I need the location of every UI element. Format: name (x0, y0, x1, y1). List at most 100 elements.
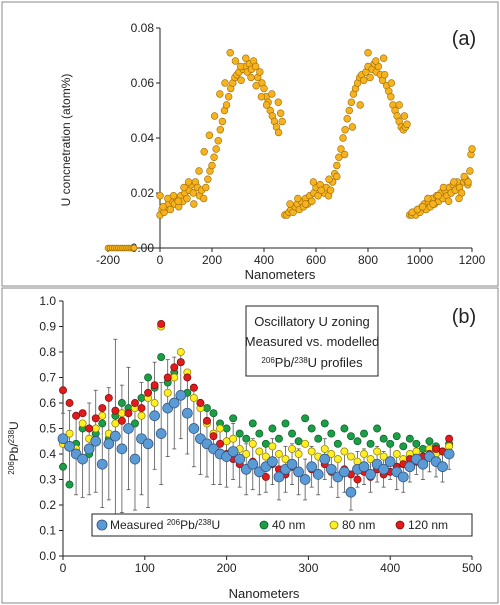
model-80nm-point (261, 452, 270, 461)
panel-a-x-tick-label: 1000 (407, 253, 434, 267)
panel-a-point (455, 194, 463, 203)
model-80nm-point (346, 452, 355, 461)
model-40nm-point (275, 434, 283, 443)
panel-a-point (380, 71, 389, 79)
model-80nm-point (373, 447, 382, 456)
model-40nm-point (157, 353, 166, 362)
panel-a-point (360, 76, 368, 84)
measured-point (358, 461, 370, 473)
panel-a-point (339, 134, 347, 142)
model-40nm-point (405, 434, 414, 443)
model-40nm-point (418, 444, 427, 453)
measured-point (57, 433, 69, 445)
measured-point (110, 430, 121, 442)
panel-a-point (274, 98, 282, 106)
panel-a-x-tick-label: 600 (306, 253, 326, 267)
panel-a-point (202, 183, 210, 192)
panel-a-point (199, 194, 208, 203)
model-40nm-point (248, 419, 257, 428)
panel-a-point (466, 167, 474, 175)
model-40nm-point (229, 414, 238, 423)
panel-a-marks (104, 49, 476, 252)
measured-point (123, 423, 134, 434)
model-40nm-point (268, 424, 277, 433)
legend-box (91, 513, 473, 537)
panel-a-point (262, 101, 271, 109)
model-80nm-point (91, 424, 100, 433)
model-40nm-point (327, 429, 336, 438)
panel-a-point (214, 137, 222, 145)
model-40nm-point (379, 434, 388, 443)
panel-a-point (260, 84, 268, 93)
model-120nm-point (183, 373, 192, 382)
panel-b-x-tick-label: 200 (217, 561, 237, 575)
panel-a-point (205, 131, 214, 139)
model-80nm-point (111, 419, 120, 428)
measured-point (306, 461, 318, 473)
model-120nm-point (432, 444, 440, 453)
measured-point (227, 446, 239, 457)
panel-b-xlabel: Nanometers (229, 586, 300, 601)
measured-point (339, 466, 350, 478)
model-40nm-point (333, 439, 342, 448)
measured-point (149, 410, 160, 422)
panel-a-point (216, 126, 225, 134)
panel-b-label: (b) (452, 306, 476, 328)
panel-a-frame (1, 1, 499, 287)
model-80nm-point (379, 452, 388, 461)
model-120nm-point (98, 404, 107, 413)
legend: Measured 206Pb/238U 40 nm 80 nm 120 nm (91, 513, 473, 537)
panel-a-point (180, 183, 188, 192)
panel-a-point (169, 192, 178, 200)
annotation-line-2: Measured vs. modelled (245, 334, 379, 349)
panel-a-point (301, 200, 310, 208)
model-40nm-point (98, 419, 107, 428)
panel-b-axes: 0 100 200 300 400 500 0.0 0.1 0.2 0.3 0.4 0.5 0.6 0.7… (39, 294, 482, 575)
model-120nm-point (137, 404, 146, 413)
panel-a-point (379, 54, 388, 62)
model-120nm-point (203, 416, 211, 425)
model-80nm-point (340, 447, 349, 456)
panel-b-y-tick-label: 0.4 (39, 447, 56, 461)
panel-a-point (231, 57, 240, 65)
model-80nm-point (176, 348, 185, 356)
panel-a-point (247, 73, 255, 82)
panel-a-point (464, 178, 472, 186)
measured-point (384, 456, 396, 467)
measured-point (90, 435, 102, 447)
measured-point (77, 453, 88, 465)
model-80nm-point (248, 439, 257, 448)
panel-a-point (156, 192, 164, 200)
model-40nm-point (392, 432, 401, 441)
panel-a-point (174, 197, 182, 205)
model-40nm-point (288, 429, 296, 438)
model-40nm-point (386, 439, 395, 448)
model-80nm-point (170, 373, 179, 382)
panel-b-y-tick-label: 0.7 (39, 371, 56, 385)
measured-point (175, 390, 187, 401)
measured-point (188, 423, 200, 434)
panel-a-point (221, 79, 229, 87)
model-120nm-point (163, 373, 172, 382)
model-120nm-point (353, 475, 362, 484)
model-40nm-point (242, 434, 251, 443)
model-40nm-point (255, 429, 264, 438)
panel-b-y-tick-label: 0.6 (39, 396, 56, 410)
panel-a-point (364, 49, 372, 57)
panel-a-y-tick-label: 0.06 (131, 76, 155, 90)
model-40nm-point (117, 399, 126, 407)
panel-a-point (356, 101, 364, 109)
panel-a-point (366, 73, 374, 82)
panel-a-point (195, 167, 203, 175)
model-120nm-point (65, 399, 74, 407)
panel-a-point (444, 197, 453, 205)
panel-a-y-tick-label: 0.02 (131, 186, 155, 200)
model-120nm-point (144, 388, 153, 397)
panel-b-y-tick-label: 0.9 (39, 320, 56, 334)
panel-a-x-tick-label: 200 (202, 253, 222, 267)
panel-a-point (268, 90, 276, 98)
model-80nm-point (229, 434, 238, 443)
measured-point (247, 458, 259, 470)
model-40nm-point (137, 393, 146, 402)
model-120nm-point (445, 434, 454, 443)
